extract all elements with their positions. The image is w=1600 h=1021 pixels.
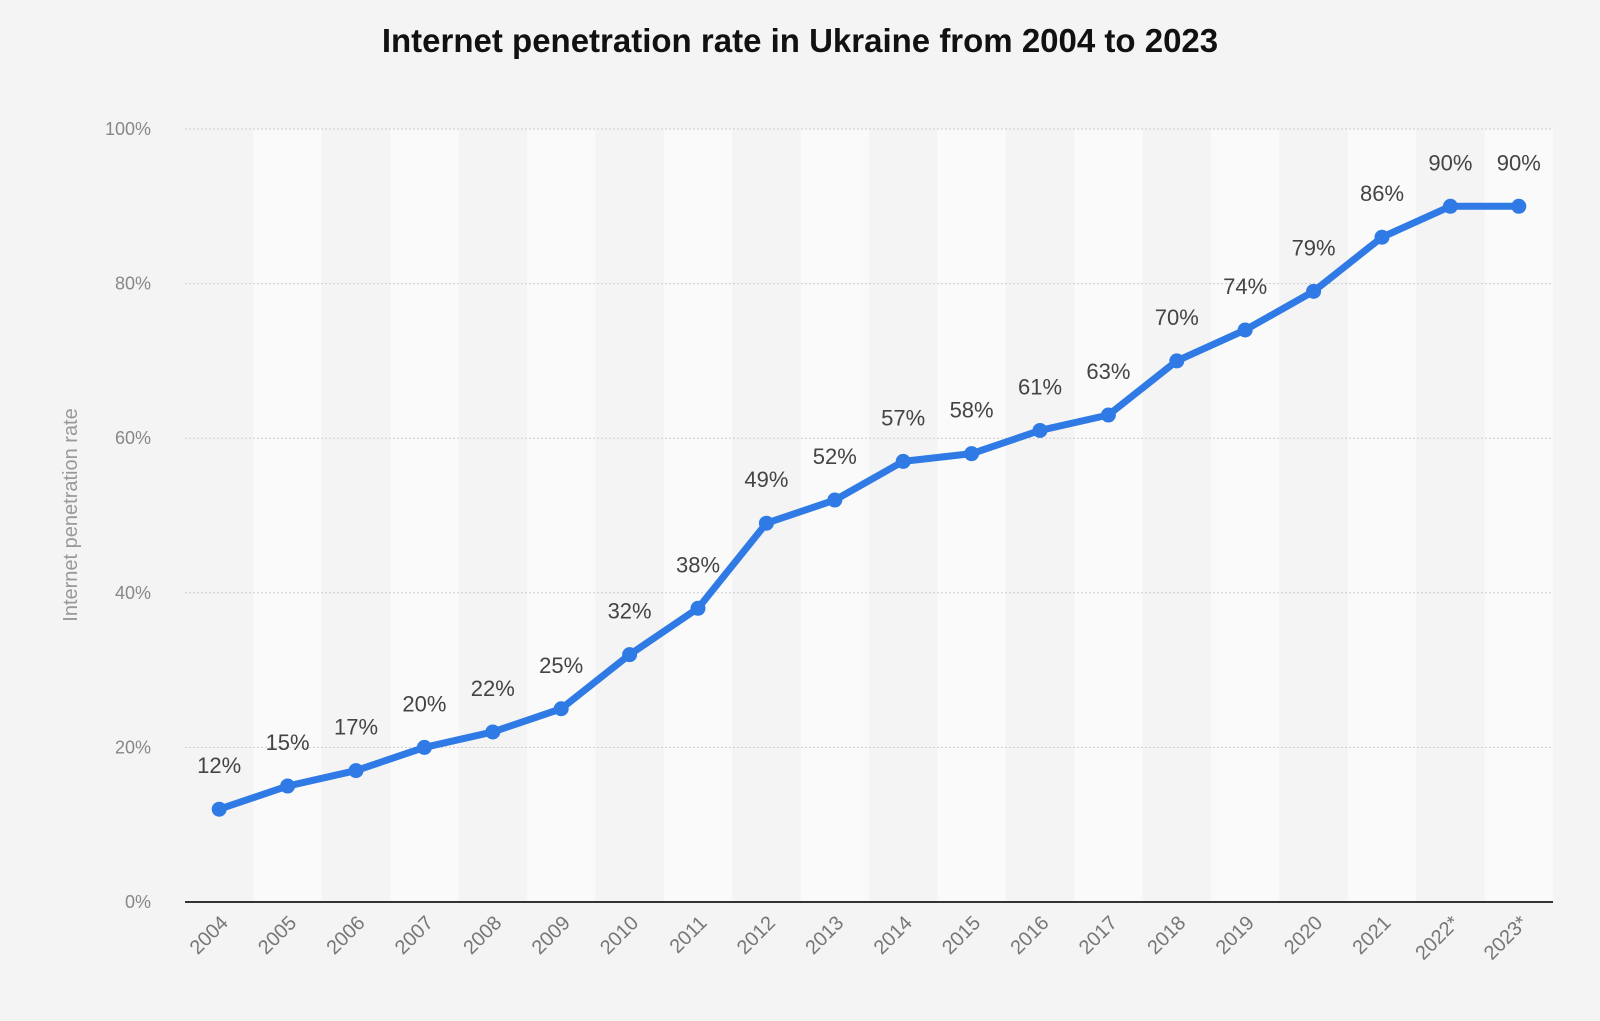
data-point[interactable] [690,600,706,616]
category-band [800,129,869,902]
x-tick-label: 2005 [254,912,301,959]
category-band [390,129,459,902]
data-point[interactable] [1032,422,1048,438]
data-point[interactable] [1511,198,1527,214]
x-tick-label: 2004 [186,912,233,959]
y-tick-label: 40% [115,583,151,603]
data-label: 15% [266,730,310,755]
data-label: 52% [813,444,857,469]
data-label: 32% [608,599,652,624]
data-label: 90% [1428,150,1472,175]
data-label: 63% [1086,359,1130,384]
data-point[interactable] [553,701,569,717]
x-tick-label: 2012 [733,912,780,959]
data-label: 74% [1223,274,1267,299]
data-label: 22% [471,676,515,701]
background-bands [253,129,1553,902]
data-point[interactable] [1306,283,1322,299]
y-tick-label: 100% [105,119,151,139]
x-tick-label: 2015 [938,912,985,959]
data-point[interactable] [622,647,638,663]
category-band [937,129,1006,902]
data-point[interactable] [1100,407,1116,423]
data-label: 38% [676,552,720,577]
series-group [211,198,1527,817]
data-point[interactable] [827,492,843,508]
data-label: 86% [1360,181,1404,206]
data-point[interactable] [895,453,911,469]
data-label: 70% [1155,305,1199,330]
y-axis-ticks: 0% 20% 40% 60% 80% 100% [105,119,151,912]
x-tick-label: 2011 [666,912,712,958]
x-tick-label: 2007 [391,912,438,959]
x-tick-label: 2018 [1143,912,1190,959]
x-tick-label: 2016 [1007,912,1054,959]
data-point[interactable] [348,763,364,779]
category-band [1347,129,1417,902]
category-band [1074,129,1143,902]
data-label: 12% [197,753,241,778]
data-label: 25% [539,653,583,678]
x-tick-label: 2023* [1480,912,1533,965]
x-tick-label: 2021 [1349,912,1396,959]
data-label: 58% [950,398,994,423]
category-band [1484,129,1553,902]
data-point[interactable] [1442,198,1458,214]
data-point[interactable] [758,515,774,531]
data-label: 20% [402,691,446,716]
x-tick-label: 2006 [323,912,370,959]
series-line [215,202,1523,813]
data-label: 57% [881,405,925,430]
data-point[interactable] [964,446,980,462]
data-point[interactable] [280,778,296,794]
x-tick-label: 2019 [1212,912,1259,959]
data-point[interactable] [1169,353,1185,369]
x-tick-label: 2010 [596,912,643,959]
data-labels: 12% 15% 17% 20% 22% 25% 32% 38% 49% 52% 57% 58% 61% 6… [197,150,1541,778]
y-tick-label: 80% [115,274,151,294]
x-tick-label: 2013 [801,912,848,959]
y-axis-title: Internet penetration rate [60,408,82,621]
y-tick-label: 0% [125,892,151,912]
chart-title: Internet penetration rate in Ukraine fro… [381,22,1219,59]
data-point[interactable] [211,801,227,817]
data-point[interactable] [1237,322,1253,338]
x-axis-ticks: 2004 2005 2006 2007 2008 2009 2010 2011 2012 2013… [186,912,1533,965]
x-tick-label: 2020 [1280,912,1327,959]
x-tick-label: 2008 [459,912,506,959]
x-tick-label: 2009 [528,912,575,959]
data-label: 49% [744,467,788,492]
x-tick-label: 2017 [1075,912,1122,959]
y-tick-label: 20% [115,737,151,757]
data-point[interactable] [1374,229,1390,245]
data-label: 61% [1018,374,1062,399]
category-band [663,129,733,902]
data-point[interactable] [416,739,432,755]
category-band [527,129,596,902]
x-tick-label: 2022* [1411,912,1464,965]
x-tick-label: 2014 [870,912,917,959]
category-band [253,129,322,902]
data-label: 79% [1292,235,1336,260]
data-label: 90% [1497,150,1541,175]
category-band [1211,129,1280,902]
data-label: 17% [334,715,378,740]
data-point[interactable] [485,724,501,740]
y-tick-label: 60% [115,428,151,448]
